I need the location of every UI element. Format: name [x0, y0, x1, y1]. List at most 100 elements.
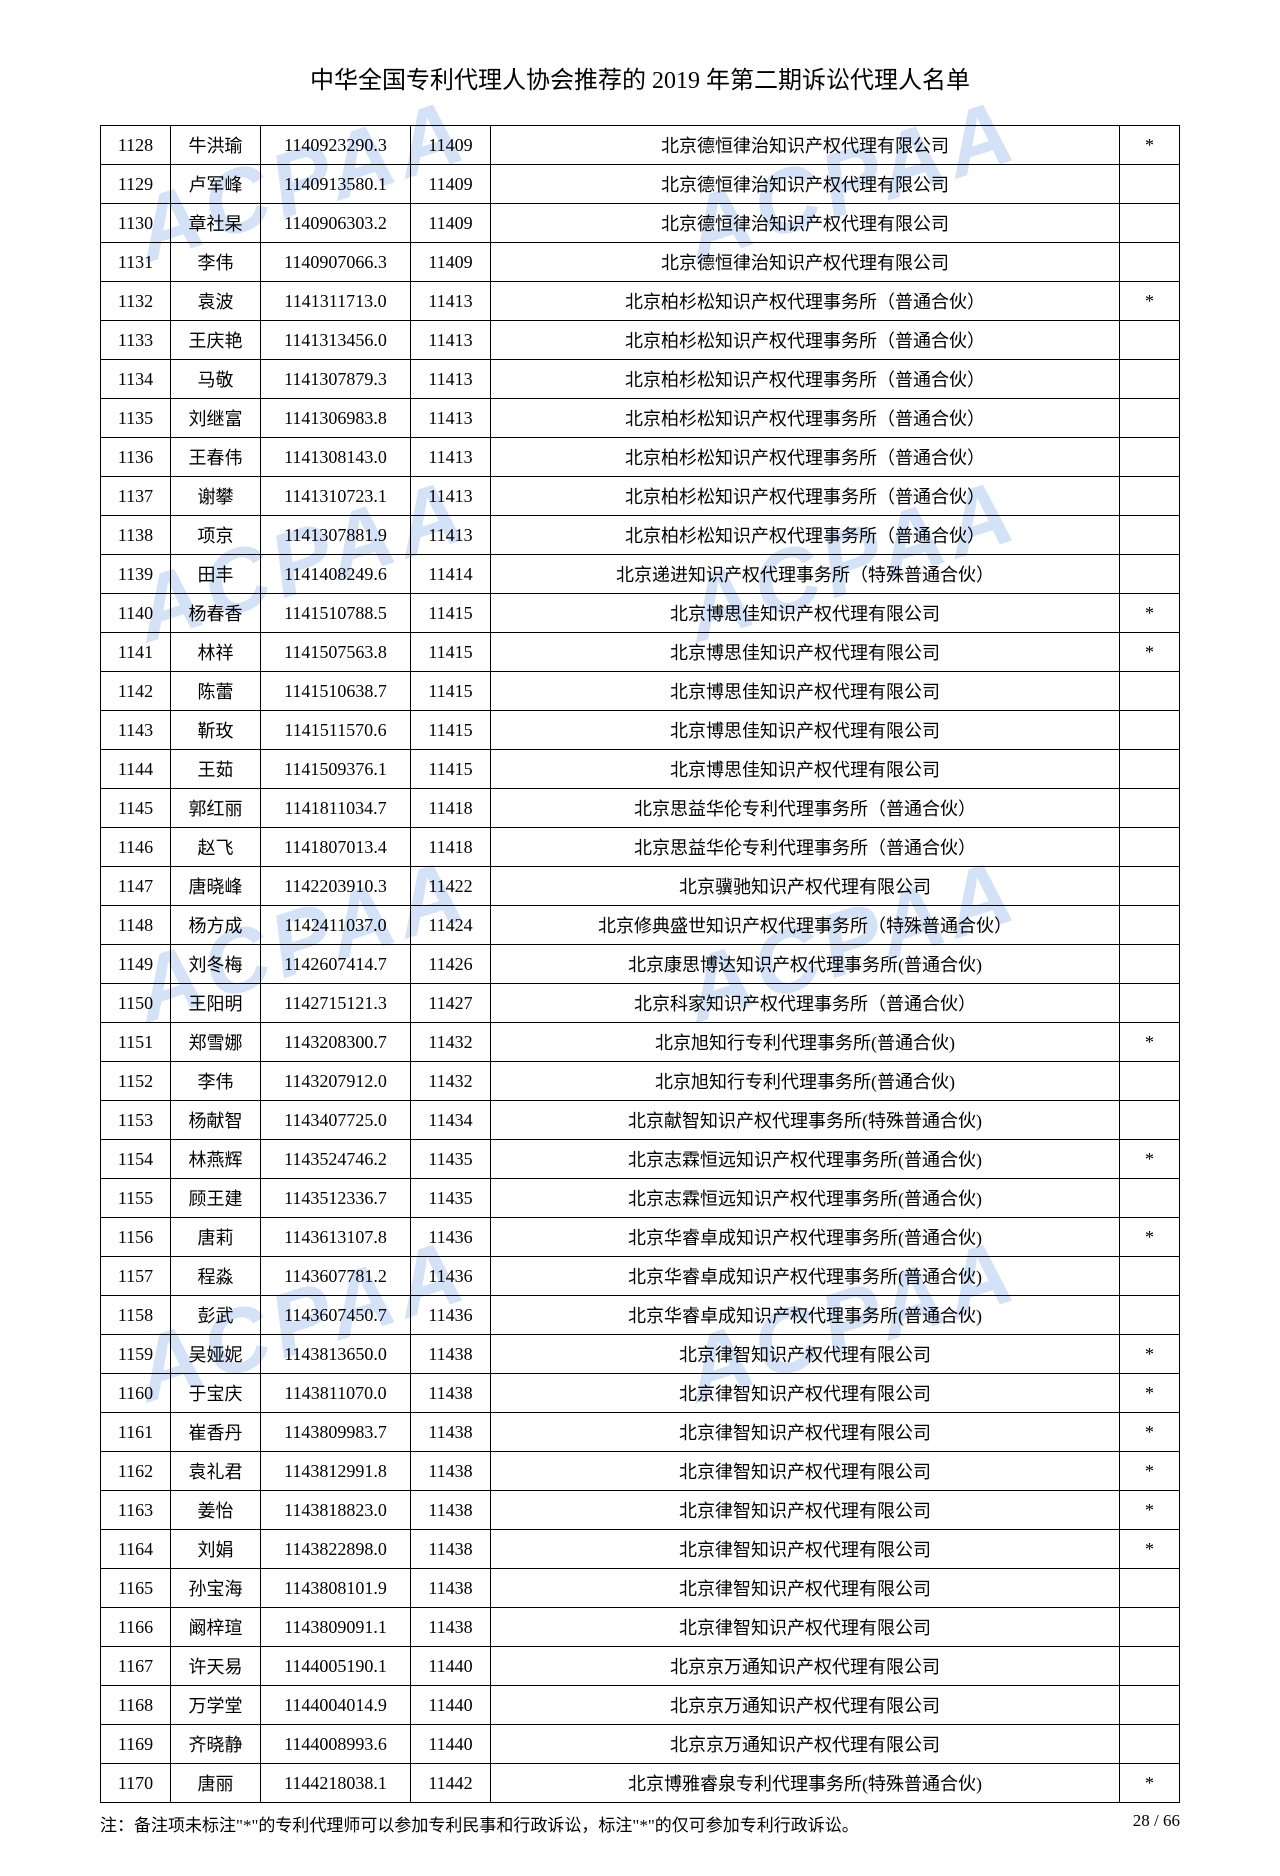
cell-mark: [1120, 399, 1180, 438]
cell-name: 万学堂: [171, 1686, 261, 1725]
cell-name: 李伟: [171, 1062, 261, 1101]
cell-num: 1143822898.0: [261, 1530, 411, 1569]
table-row: 1159吴娅妮1143813650.011438北京律智知识产权代理有限公司*: [101, 1335, 1180, 1374]
cell-mark: [1120, 243, 1180, 282]
cell-name: 刘娟: [171, 1530, 261, 1569]
cell-name: 崔香丹: [171, 1413, 261, 1452]
table-row: 1148杨方成1142411037.011424北京修典盛世知识产权代理事务所（…: [101, 906, 1180, 945]
cell-idx: 1163: [101, 1491, 171, 1530]
cell-idx: 1144: [101, 750, 171, 789]
cell-idx: 1141: [101, 633, 171, 672]
cell-mark: [1120, 1296, 1180, 1335]
cell-firm: 北京律智知识产权代理有限公司: [491, 1608, 1120, 1647]
cell-name: 杨春香: [171, 594, 261, 633]
cell-idx: 1154: [101, 1140, 171, 1179]
cell-mark: *: [1120, 1374, 1180, 1413]
cell-idx: 1148: [101, 906, 171, 945]
cell-name: 王阳明: [171, 984, 261, 1023]
table-row: 1164刘娟1143822898.011438北京律智知识产权代理有限公司*: [101, 1530, 1180, 1569]
cell-idx: 1157: [101, 1257, 171, 1296]
table-row: 1157程淼1143607781.211436北京华睿卓成知识产权代理事务所(普…: [101, 1257, 1180, 1296]
cell-name: 顾王建: [171, 1179, 261, 1218]
cell-code: 11409: [411, 243, 491, 282]
cell-num: 1141509376.1: [261, 750, 411, 789]
table-row: 1165孙宝海1143808101.911438北京律智知识产权代理有限公司: [101, 1569, 1180, 1608]
cell-idx: 1167: [101, 1647, 171, 1686]
cell-code: 11415: [411, 594, 491, 633]
cell-idx: 1162: [101, 1452, 171, 1491]
cell-code: 11440: [411, 1725, 491, 1764]
cell-idx: 1160: [101, 1374, 171, 1413]
cell-mark: [1120, 711, 1180, 750]
cell-idx: 1145: [101, 789, 171, 828]
cell-name: 林燕辉: [171, 1140, 261, 1179]
cell-num: 1141313456.0: [261, 321, 411, 360]
cell-num: 1141307879.3: [261, 360, 411, 399]
cell-code: 11438: [411, 1413, 491, 1452]
cell-num: 1141807013.4: [261, 828, 411, 867]
cell-name: 林祥: [171, 633, 261, 672]
cell-code: 11426: [411, 945, 491, 984]
cell-firm: 北京骥驰知识产权代理有限公司: [491, 867, 1120, 906]
cell-name: 卢军峰: [171, 165, 261, 204]
table-row: 1147唐晓峰1142203910.311422北京骥驰知识产权代理有限公司: [101, 867, 1180, 906]
cell-mark: *: [1120, 126, 1180, 165]
cell-name: 唐晓峰: [171, 867, 261, 906]
cell-firm: 北京博思佳知识产权代理有限公司: [491, 711, 1120, 750]
cell-num: 1143208300.7: [261, 1023, 411, 1062]
cell-name: 刘继富: [171, 399, 261, 438]
cell-code: 11415: [411, 711, 491, 750]
cell-firm: 北京柏杉松知识产权代理事务所（普通合伙）: [491, 516, 1120, 555]
cell-code: 11434: [411, 1101, 491, 1140]
document-page: ACPAA ACPAA ACPAA ACPAA ACPAA ACPAA ACPA…: [0, 0, 1280, 1876]
cell-code: 11438: [411, 1530, 491, 1569]
cell-num: 1141408249.6: [261, 555, 411, 594]
cell-num: 1141510788.5: [261, 594, 411, 633]
cell-mark: *: [1120, 1140, 1180, 1179]
table-row: 1149刘冬梅1142607414.711426北京康思博达知识产权代理事务所(…: [101, 945, 1180, 984]
table-row: 1139田丰1141408249.611414北京递进知识产权代理事务所（特殊普…: [101, 555, 1180, 594]
cell-mark: [1120, 477, 1180, 516]
cell-num: 1141511570.6: [261, 711, 411, 750]
cell-name: 程淼: [171, 1257, 261, 1296]
cell-firm: 北京献智知识产权代理事务所(特殊普通合伙): [491, 1101, 1120, 1140]
table-row: 1156唐莉1143613107.811436北京华睿卓成知识产权代理事务所(普…: [101, 1218, 1180, 1257]
cell-mark: [1120, 204, 1180, 243]
cell-firm: 北京德恒律治知识产权代理有限公司: [491, 204, 1120, 243]
cell-num: 1143607781.2: [261, 1257, 411, 1296]
table-row: 1131李伟1140907066.311409北京德恒律治知识产权代理有限公司: [101, 243, 1180, 282]
cell-mark: [1120, 165, 1180, 204]
cell-name: 赵飞: [171, 828, 261, 867]
footnote: 注：备注项未标注"*"的专利代理师可以参加专利民事和行政诉讼，标注"*"的仅可参…: [100, 1811, 1180, 1836]
table-row: 1162袁礼君1143812991.811438北京律智知识产权代理有限公司*: [101, 1452, 1180, 1491]
cell-firm: 北京律智知识产权代理有限公司: [491, 1335, 1120, 1374]
cell-name: 郑雪娜: [171, 1023, 261, 1062]
cell-mark: [1120, 1179, 1180, 1218]
cell-num: 1141307881.9: [261, 516, 411, 555]
cell-firm: 北京旭知行专利代理事务所(普通合伙): [491, 1062, 1120, 1101]
table-row: 1166阚梓瑄1143809091.111438北京律智知识产权代理有限公司: [101, 1608, 1180, 1647]
cell-num: 1140913580.1: [261, 165, 411, 204]
cell-firm: 北京京万通知识产权代理有限公司: [491, 1686, 1120, 1725]
cell-firm: 北京德恒律治知识产权代理有限公司: [491, 243, 1120, 282]
cell-num: 1141306983.8: [261, 399, 411, 438]
cell-mark: [1120, 360, 1180, 399]
cell-code: 11435: [411, 1140, 491, 1179]
cell-idx: 1136: [101, 438, 171, 477]
cell-code: 11438: [411, 1374, 491, 1413]
cell-code: 11414: [411, 555, 491, 594]
cell-idx: 1131: [101, 243, 171, 282]
table-row: 1170唐丽1144218038.111442北京博雅睿泉专利代理事务所(特殊普…: [101, 1764, 1180, 1803]
cell-mark: *: [1120, 1023, 1180, 1062]
cell-code: 11438: [411, 1452, 491, 1491]
cell-num: 1143512336.7: [261, 1179, 411, 1218]
cell-code: 11409: [411, 204, 491, 243]
table-row: 1167许天易1144005190.111440北京京万通知识产权代理有限公司: [101, 1647, 1180, 1686]
cell-idx: 1139: [101, 555, 171, 594]
page-number: 28 / 66: [1133, 1811, 1180, 1831]
cell-code: 11413: [411, 477, 491, 516]
cell-idx: 1133: [101, 321, 171, 360]
table-row: 1134马敬1141307879.311413北京柏杉松知识产权代理事务所（普通…: [101, 360, 1180, 399]
cell-idx: 1151: [101, 1023, 171, 1062]
table-row: 1163姜怡1143818823.011438北京律智知识产权代理有限公司*: [101, 1491, 1180, 1530]
